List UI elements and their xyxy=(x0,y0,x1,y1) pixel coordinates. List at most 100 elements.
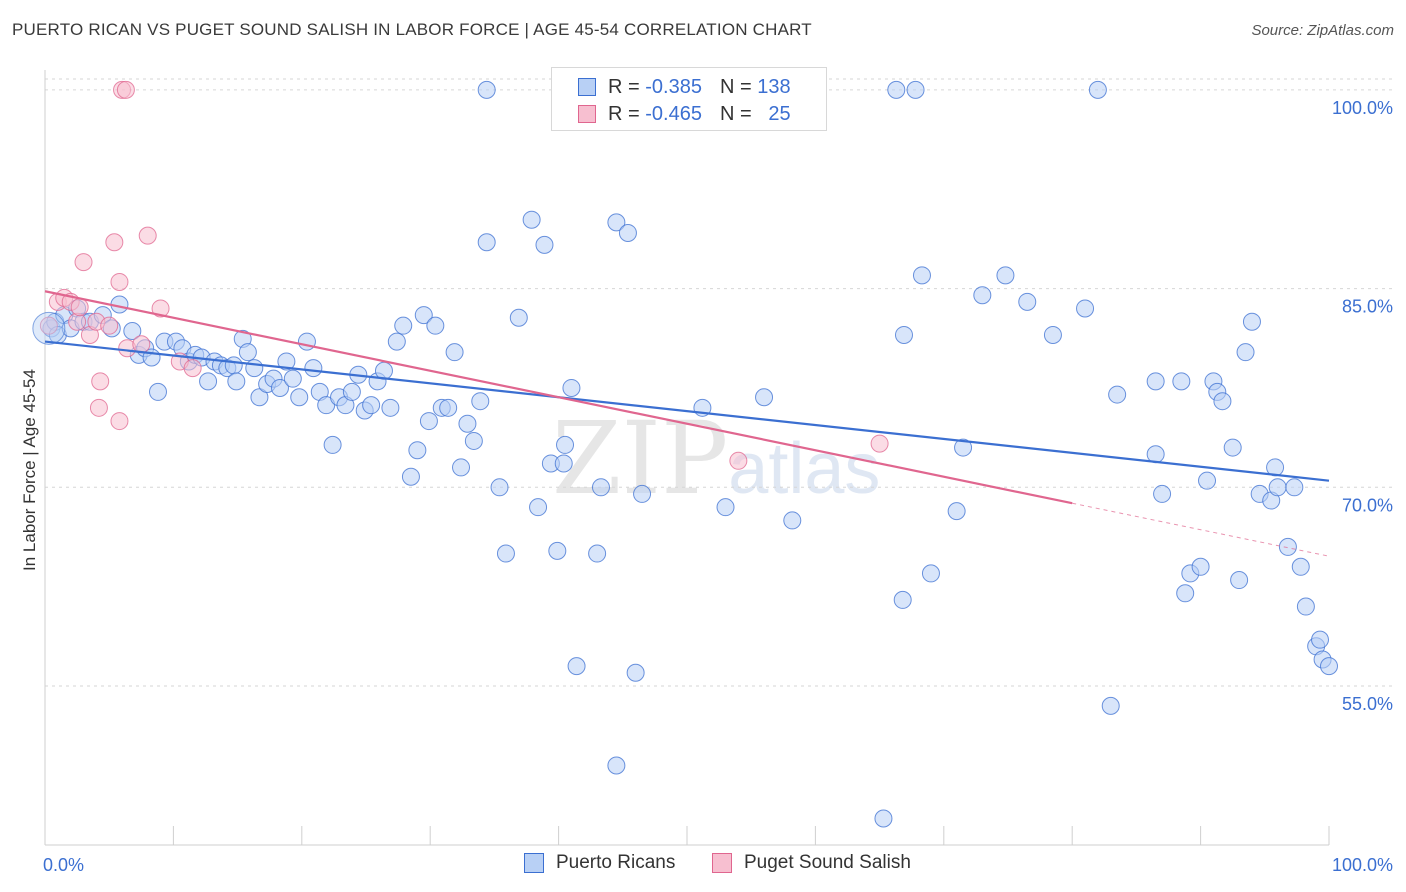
point-puerto-ricans xyxy=(1278,537,1297,556)
trendline-puerto-ricans xyxy=(44,340,1330,482)
point-puerto-ricans xyxy=(490,478,509,497)
legend-label-puerto-ricans: Puerto Ricans xyxy=(556,852,676,873)
point-puerto-ricans xyxy=(323,435,342,454)
point-puerto-ricans xyxy=(1146,445,1165,464)
point-puget-sound-salish xyxy=(116,80,135,99)
n-label: N = xyxy=(719,75,752,98)
swatch-puerto-ricans xyxy=(578,78,596,96)
point-puerto-ricans xyxy=(445,343,464,362)
point-puerto-ricans xyxy=(906,80,925,99)
series-legend: Puerto Ricans Puget Sound Salish xyxy=(0,852,1406,878)
r-value: -0.465 xyxy=(645,102,702,125)
point-puerto-ricans xyxy=(452,458,471,477)
point-puerto-ricans xyxy=(912,266,931,285)
point-puerto-ricans xyxy=(1213,392,1232,411)
point-puget-sound-salish xyxy=(183,359,202,378)
point-puerto-ricans xyxy=(1018,292,1037,311)
point-puerto-ricans xyxy=(1230,571,1249,590)
point-puerto-ricans xyxy=(419,412,438,431)
point-puerto-ricans xyxy=(548,541,567,560)
point-puerto-ricans xyxy=(408,441,427,460)
point-puerto-ricans xyxy=(755,388,774,407)
legend-label-puget-sound-salish: Puget Sound Salish xyxy=(744,852,911,873)
point-puerto-ricans xyxy=(716,498,735,517)
point-puerto-ricans xyxy=(199,372,218,391)
point-puget-sound-salish xyxy=(729,451,748,470)
point-puerto-ricans xyxy=(342,382,361,401)
legend-item-puget-sound-salish[interactable]: Puget Sound Salish xyxy=(712,852,911,874)
r-label: R = xyxy=(608,75,640,98)
point-puget-sound-salish xyxy=(870,434,889,453)
point-puerto-ricans xyxy=(783,511,802,530)
point-puerto-ricans xyxy=(148,382,167,401)
watermark-atlas: atlas xyxy=(728,429,881,509)
point-puerto-ricans xyxy=(464,431,483,450)
point-puerto-ricans xyxy=(1198,471,1217,490)
point-puerto-ricans xyxy=(1223,438,1242,457)
point-puerto-ricans xyxy=(554,454,573,473)
legend-swatch-puget-sound-salish xyxy=(712,853,732,873)
point-puerto-ricans xyxy=(607,213,626,232)
point-puget-sound-salish xyxy=(89,398,108,417)
legend-swatch-puerto-ricans xyxy=(524,853,544,873)
point-puget-sound-salish xyxy=(132,335,151,354)
point-puerto-ricans xyxy=(1101,696,1120,715)
point-puerto-ricans xyxy=(290,388,309,407)
point-puerto-ricans xyxy=(477,80,496,99)
point-puget-sound-salish xyxy=(91,372,110,391)
point-puerto-ricans xyxy=(607,756,626,775)
point-puerto-ricans xyxy=(522,210,541,229)
point-puerto-ricans xyxy=(283,369,302,388)
point-puerto-ricans xyxy=(270,378,289,397)
point-puerto-ricans xyxy=(1088,80,1107,99)
point-puerto-ricans xyxy=(973,286,992,305)
point-puget-sound-salish xyxy=(70,298,89,317)
point-puget-sound-salish xyxy=(151,299,170,318)
point-puget-sound-salish xyxy=(138,226,157,245)
point-cluster-puerto-ricans xyxy=(32,311,66,345)
point-puerto-ricans xyxy=(245,359,264,378)
y-tick-label: 70.0% xyxy=(1342,495,1393,515)
point-puerto-ricans xyxy=(1285,478,1304,497)
point-puerto-ricans xyxy=(250,388,269,407)
point-puerto-ricans xyxy=(894,325,913,344)
point-puerto-ricans xyxy=(227,372,246,391)
point-puerto-ricans xyxy=(224,356,243,375)
point-puerto-ricans xyxy=(556,435,575,454)
point-puerto-ricans xyxy=(626,663,645,682)
point-puerto-ricans xyxy=(426,316,445,335)
chart-title: PUERTO RICAN VS PUGET SOUND SALISH IN LA… xyxy=(12,20,812,39)
point-puerto-ricans xyxy=(414,306,433,325)
point-puerto-ricans xyxy=(535,235,554,254)
point-puget-sound-salish xyxy=(110,272,129,291)
point-puerto-ricans xyxy=(394,316,413,335)
swatch-puget-sound-salish xyxy=(578,105,596,123)
point-puerto-ricans xyxy=(567,657,586,676)
point-puerto-ricans xyxy=(562,378,581,397)
point-puerto-ricans xyxy=(1291,557,1310,576)
y-tick-label: 55.0% xyxy=(1342,694,1393,714)
legend-item-puerto-ricans[interactable]: Puerto Ricans xyxy=(524,852,675,874)
point-puerto-ricans xyxy=(1236,343,1255,362)
point-puerto-ricans xyxy=(947,502,966,521)
point-puerto-ricans xyxy=(471,392,490,411)
point-puerto-ricans xyxy=(529,498,548,517)
point-puerto-ricans xyxy=(317,396,336,415)
point-puerto-ricans xyxy=(1076,299,1095,318)
point-puerto-ricans xyxy=(1043,325,1062,344)
source-label: Source: ZipAtlas.com xyxy=(1251,22,1394,39)
point-puerto-ricans xyxy=(921,564,940,583)
point-puerto-ricans xyxy=(362,396,381,415)
point-puerto-ricans xyxy=(1146,372,1165,391)
r-label: R = xyxy=(608,102,640,125)
point-puerto-ricans xyxy=(277,352,296,371)
point-puerto-ricans xyxy=(509,308,528,327)
point-puerto-ricans xyxy=(387,332,406,351)
point-puerto-ricans xyxy=(439,398,458,417)
point-puerto-ricans xyxy=(633,484,652,503)
point-puerto-ricans xyxy=(1268,478,1287,497)
point-puget-sound-salish xyxy=(74,253,93,272)
point-puerto-ricans xyxy=(458,414,477,433)
trendline-puget-sound-salish xyxy=(44,290,1073,505)
point-puerto-ricans xyxy=(1176,584,1195,603)
